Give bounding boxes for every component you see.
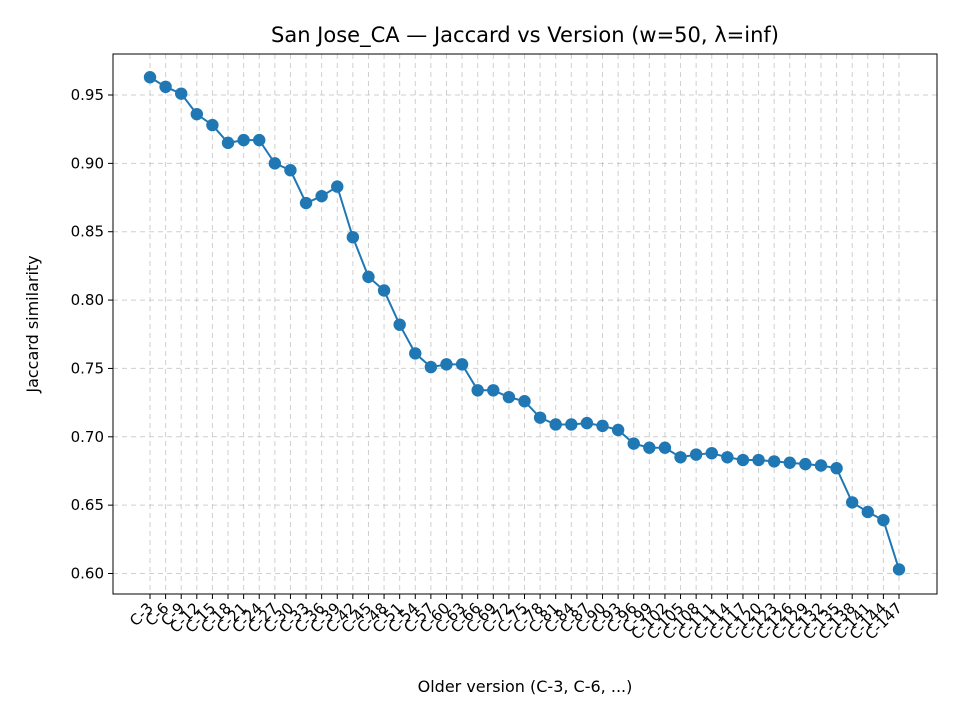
- data-point: [752, 453, 765, 467]
- data-point: [455, 358, 469, 371]
- x-axis-label: Older version (C-3, C-6, ...): [418, 677, 633, 696]
- data-point: [830, 462, 843, 475]
- data-point: [845, 496, 859, 509]
- data-point: [596, 419, 609, 433]
- data-point: [471, 384, 484, 397]
- data-point: [315, 189, 328, 203]
- data-point: [674, 451, 687, 464]
- data-point: [580, 416, 594, 430]
- data-point: [253, 133, 266, 147]
- data-point: [689, 448, 703, 461]
- series-jaccard: [143, 71, 906, 576]
- data-point: [237, 133, 250, 147]
- data-point: [861, 505, 874, 519]
- data-point: [549, 418, 562, 431]
- y-tick-label: 0.65: [71, 496, 104, 514]
- data-point: [331, 180, 344, 193]
- data-point: [424, 360, 438, 374]
- data-point: [533, 411, 547, 424]
- data-point: [206, 118, 219, 132]
- y-tick-label: 0.85: [71, 223, 104, 241]
- data-point: [362, 270, 375, 284]
- data-point: [346, 230, 360, 244]
- data-point: [627, 437, 640, 450]
- data-point: [658, 441, 672, 454]
- data-point: [377, 284, 391, 297]
- data-point: [736, 453, 750, 467]
- y-tick-label: 0.90: [71, 154, 104, 172]
- data-point: [721, 451, 734, 464]
- data-point: [143, 71, 157, 84]
- data-point: [299, 196, 313, 210]
- y-axis: 0.60 0.65 0.70 0.75 0.80 0.85 0.90 0.95: [71, 86, 113, 582]
- data-point: [518, 395, 531, 408]
- data-point: [611, 423, 625, 437]
- data-point: [502, 390, 516, 404]
- data-point: [190, 107, 204, 121]
- data-point: [268, 157, 282, 170]
- data-point: [767, 455, 781, 468]
- data-point: [409, 347, 422, 360]
- y-tick-label: 0.70: [71, 428, 104, 446]
- y-tick-label: 0.75: [71, 359, 104, 377]
- y-axis-label: Jaccard similarity: [23, 255, 42, 393]
- data-point: [877, 513, 890, 527]
- x-axis: C-3C-6C-9C-12C-15C-18C-21C-24C-27C-30C-3…: [126, 594, 906, 643]
- data-point: [814, 459, 828, 472]
- chart-title: San Jose_CA — Jaccard vs Version (w=50, …: [271, 23, 779, 48]
- data-point: [643, 441, 656, 454]
- data-point: [284, 164, 297, 177]
- data-point: [565, 418, 578, 431]
- data-point: [440, 358, 453, 371]
- y-tick-label: 0.95: [71, 86, 104, 104]
- data-point: [221, 136, 235, 150]
- y-tick-label: 0.80: [71, 291, 104, 309]
- data-point: [799, 457, 812, 471]
- data-point: [892, 563, 906, 576]
- grid-lines: [113, 54, 937, 594]
- data-point: [783, 456, 796, 469]
- data-point: [393, 318, 406, 331]
- data-point: [487, 384, 500, 397]
- data-point: [705, 446, 718, 460]
- data-point: [175, 87, 188, 100]
- y-tick-label: 0.60: [71, 564, 104, 582]
- data-point: [159, 80, 172, 94]
